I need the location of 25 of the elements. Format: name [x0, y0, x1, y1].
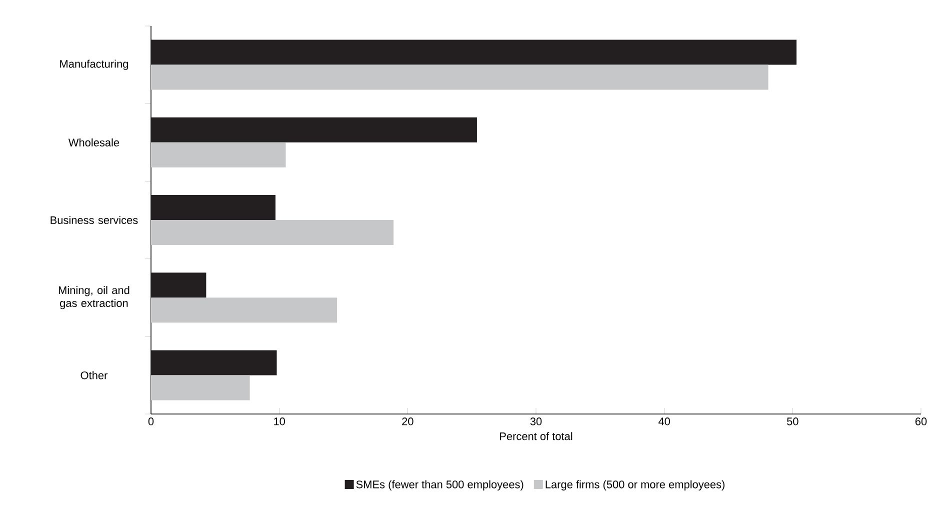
y-tick-label: Wholesale: [68, 138, 120, 146]
x-tick-label: 0: [148, 418, 154, 426]
bar: [151, 195, 276, 220]
y-tick-label: Business services: [50, 216, 138, 224]
x-tick-label: 40: [658, 418, 670, 426]
x-tick-label: 60: [915, 418, 927, 426]
x-tick-label: 10: [274, 418, 285, 426]
x-tick-label: 30: [530, 418, 542, 426]
x-axis-title: Percent of total: [500, 432, 572, 440]
x-tick-label: 20: [402, 418, 414, 426]
y-tick-label: Mining, oil and gas extraction: [58, 286, 130, 310]
bar: [151, 220, 394, 246]
legend-label: Large firms (500 or more employees): [546, 480, 724, 490]
bar: [151, 64, 768, 90]
bar: [151, 117, 477, 142]
x-tick-label: 50: [787, 418, 798, 426]
bar: [151, 375, 250, 400]
legend-label: SMEs (fewer than 500 employees): [356, 480, 524, 490]
bar: [151, 272, 206, 298]
y-tick-label: Other: [80, 371, 108, 380]
bar: [151, 298, 338, 323]
bar: [151, 142, 286, 168]
bar: [151, 350, 277, 376]
bar: [151, 40, 797, 65]
y-tick-label: Manufacturing: [60, 60, 128, 70]
